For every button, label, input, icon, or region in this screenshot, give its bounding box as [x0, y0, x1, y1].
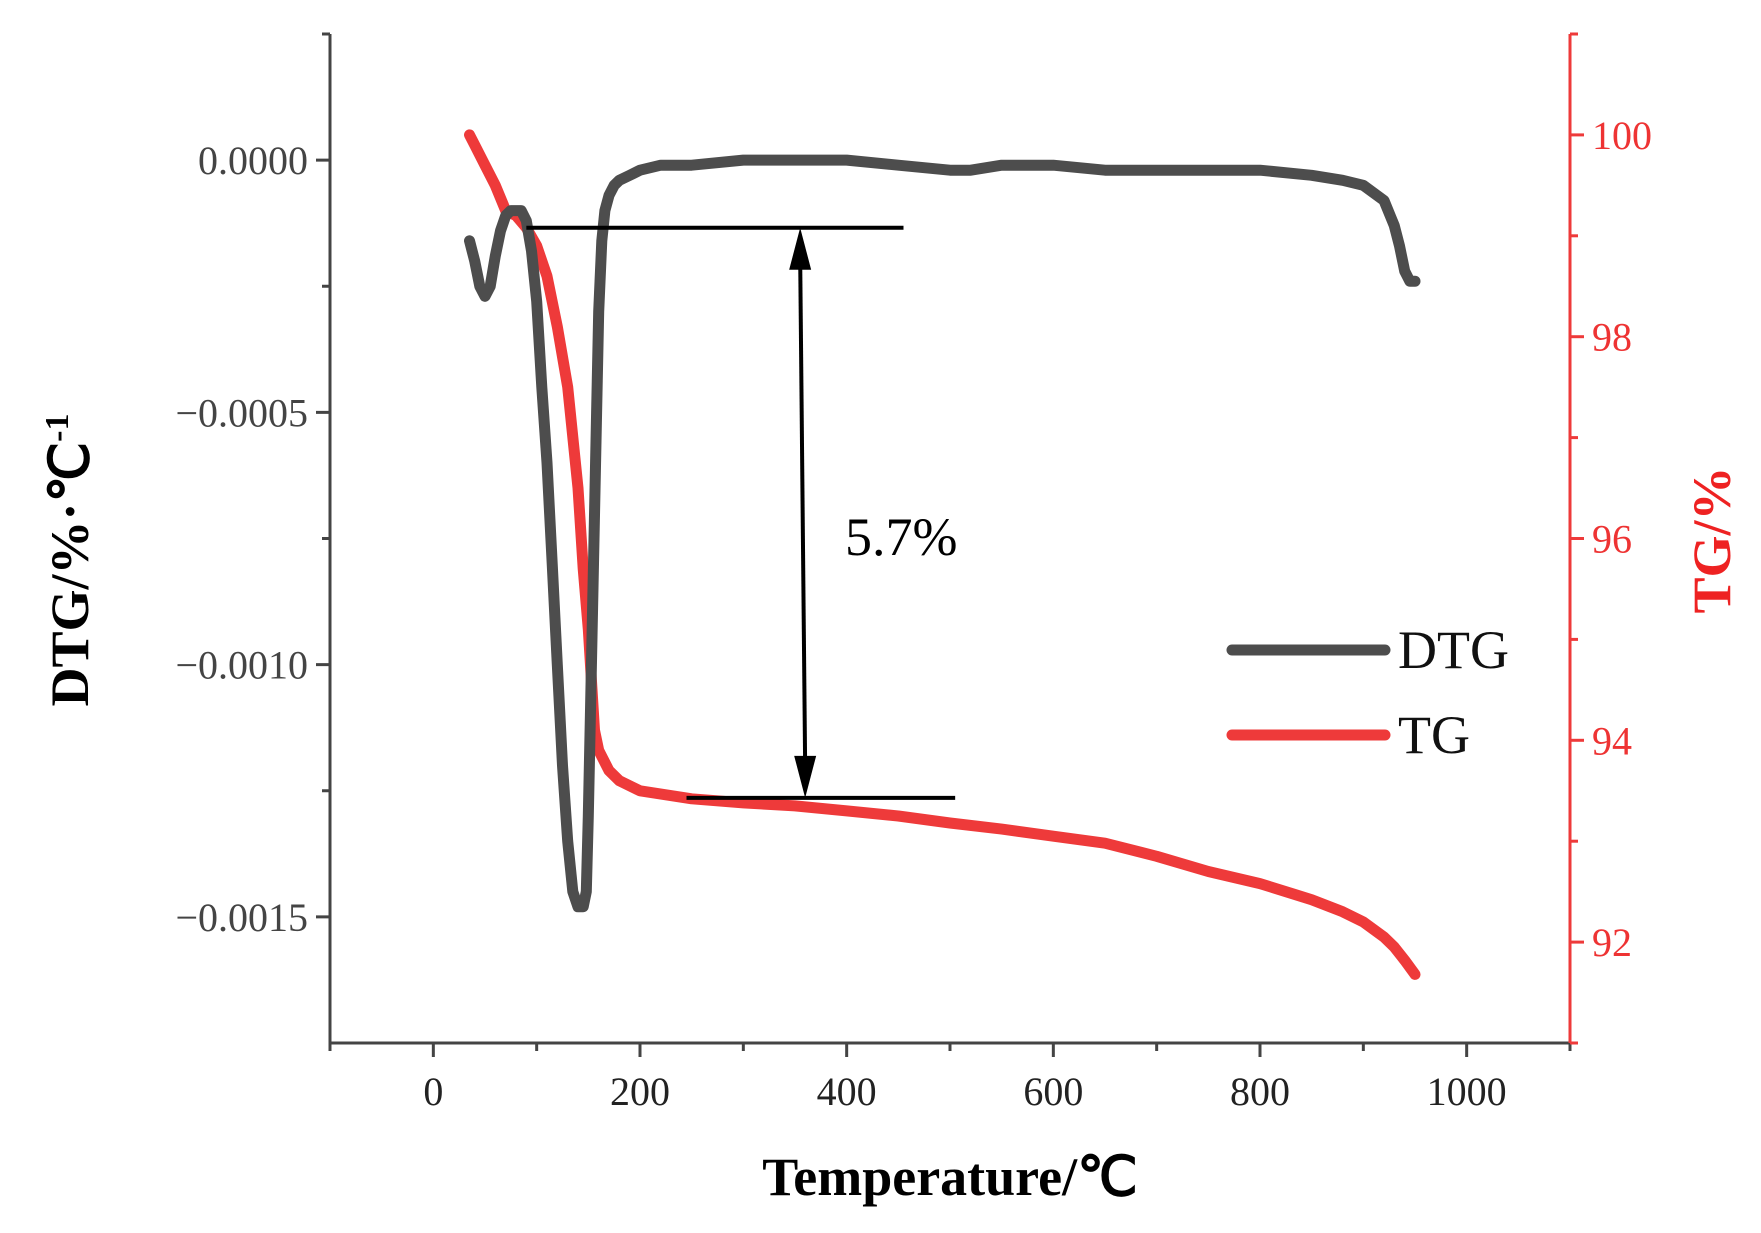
left-axis-title-superscript: -1 [39, 413, 76, 441]
x-axis-title: Temperature/℃ [762, 1147, 1138, 1207]
legend-label-dtg: DTG [1398, 620, 1509, 680]
x-tick-label: 1000 [1427, 1069, 1507, 1114]
left-tick-label: −0.0015 [175, 895, 308, 940]
x-tick-label: 0 [423, 1069, 443, 1114]
right-tick-label: 98 [1592, 315, 1632, 360]
x-axis-ticks: 0 200 400 600 800 1000 [328, 1043, 1572, 1114]
annotation-arrowhead-down [794, 755, 817, 798]
dtg-series-line [464, 154, 1421, 913]
left-axis-title: DTG/%·℃-1 [39, 413, 100, 706]
x-tick-label: 400 [817, 1069, 877, 1114]
legend-label-tg: TG [1398, 705, 1470, 765]
left-axis-title-text: DTG/%·℃ [40, 442, 100, 707]
annotation-arrowhead-up [789, 227, 812, 270]
right-tick-label: 94 [1592, 718, 1632, 763]
right-tick-label: 92 [1592, 920, 1632, 965]
x-tick-label: 600 [1023, 1069, 1083, 1114]
annotation-double-arrow-shaft [798, 257, 808, 768]
left-tick-label: −0.0010 [175, 643, 308, 688]
right-tick-label: 96 [1592, 517, 1632, 562]
legend: DTG TG [1226, 620, 1509, 765]
right-axis-ticks: 92 94 96 98 100 [1570, 32, 1652, 1045]
left-tick-label: 0.0000 [198, 138, 308, 183]
mass-loss-annotation: 5.7% [526, 225, 957, 800]
right-axis-title: TG/% [1682, 466, 1742, 613]
x-tick-label: 200 [610, 1069, 670, 1114]
left-axis-ticks: 0.0000 −0.0005 −0.0010 −0.0015 [175, 32, 330, 940]
annotation-label: 5.7% [845, 507, 957, 567]
right-tick-label: 100 [1592, 113, 1652, 158]
left-tick-label: −0.0005 [175, 390, 308, 435]
x-tick-label: 800 [1230, 1069, 1290, 1114]
